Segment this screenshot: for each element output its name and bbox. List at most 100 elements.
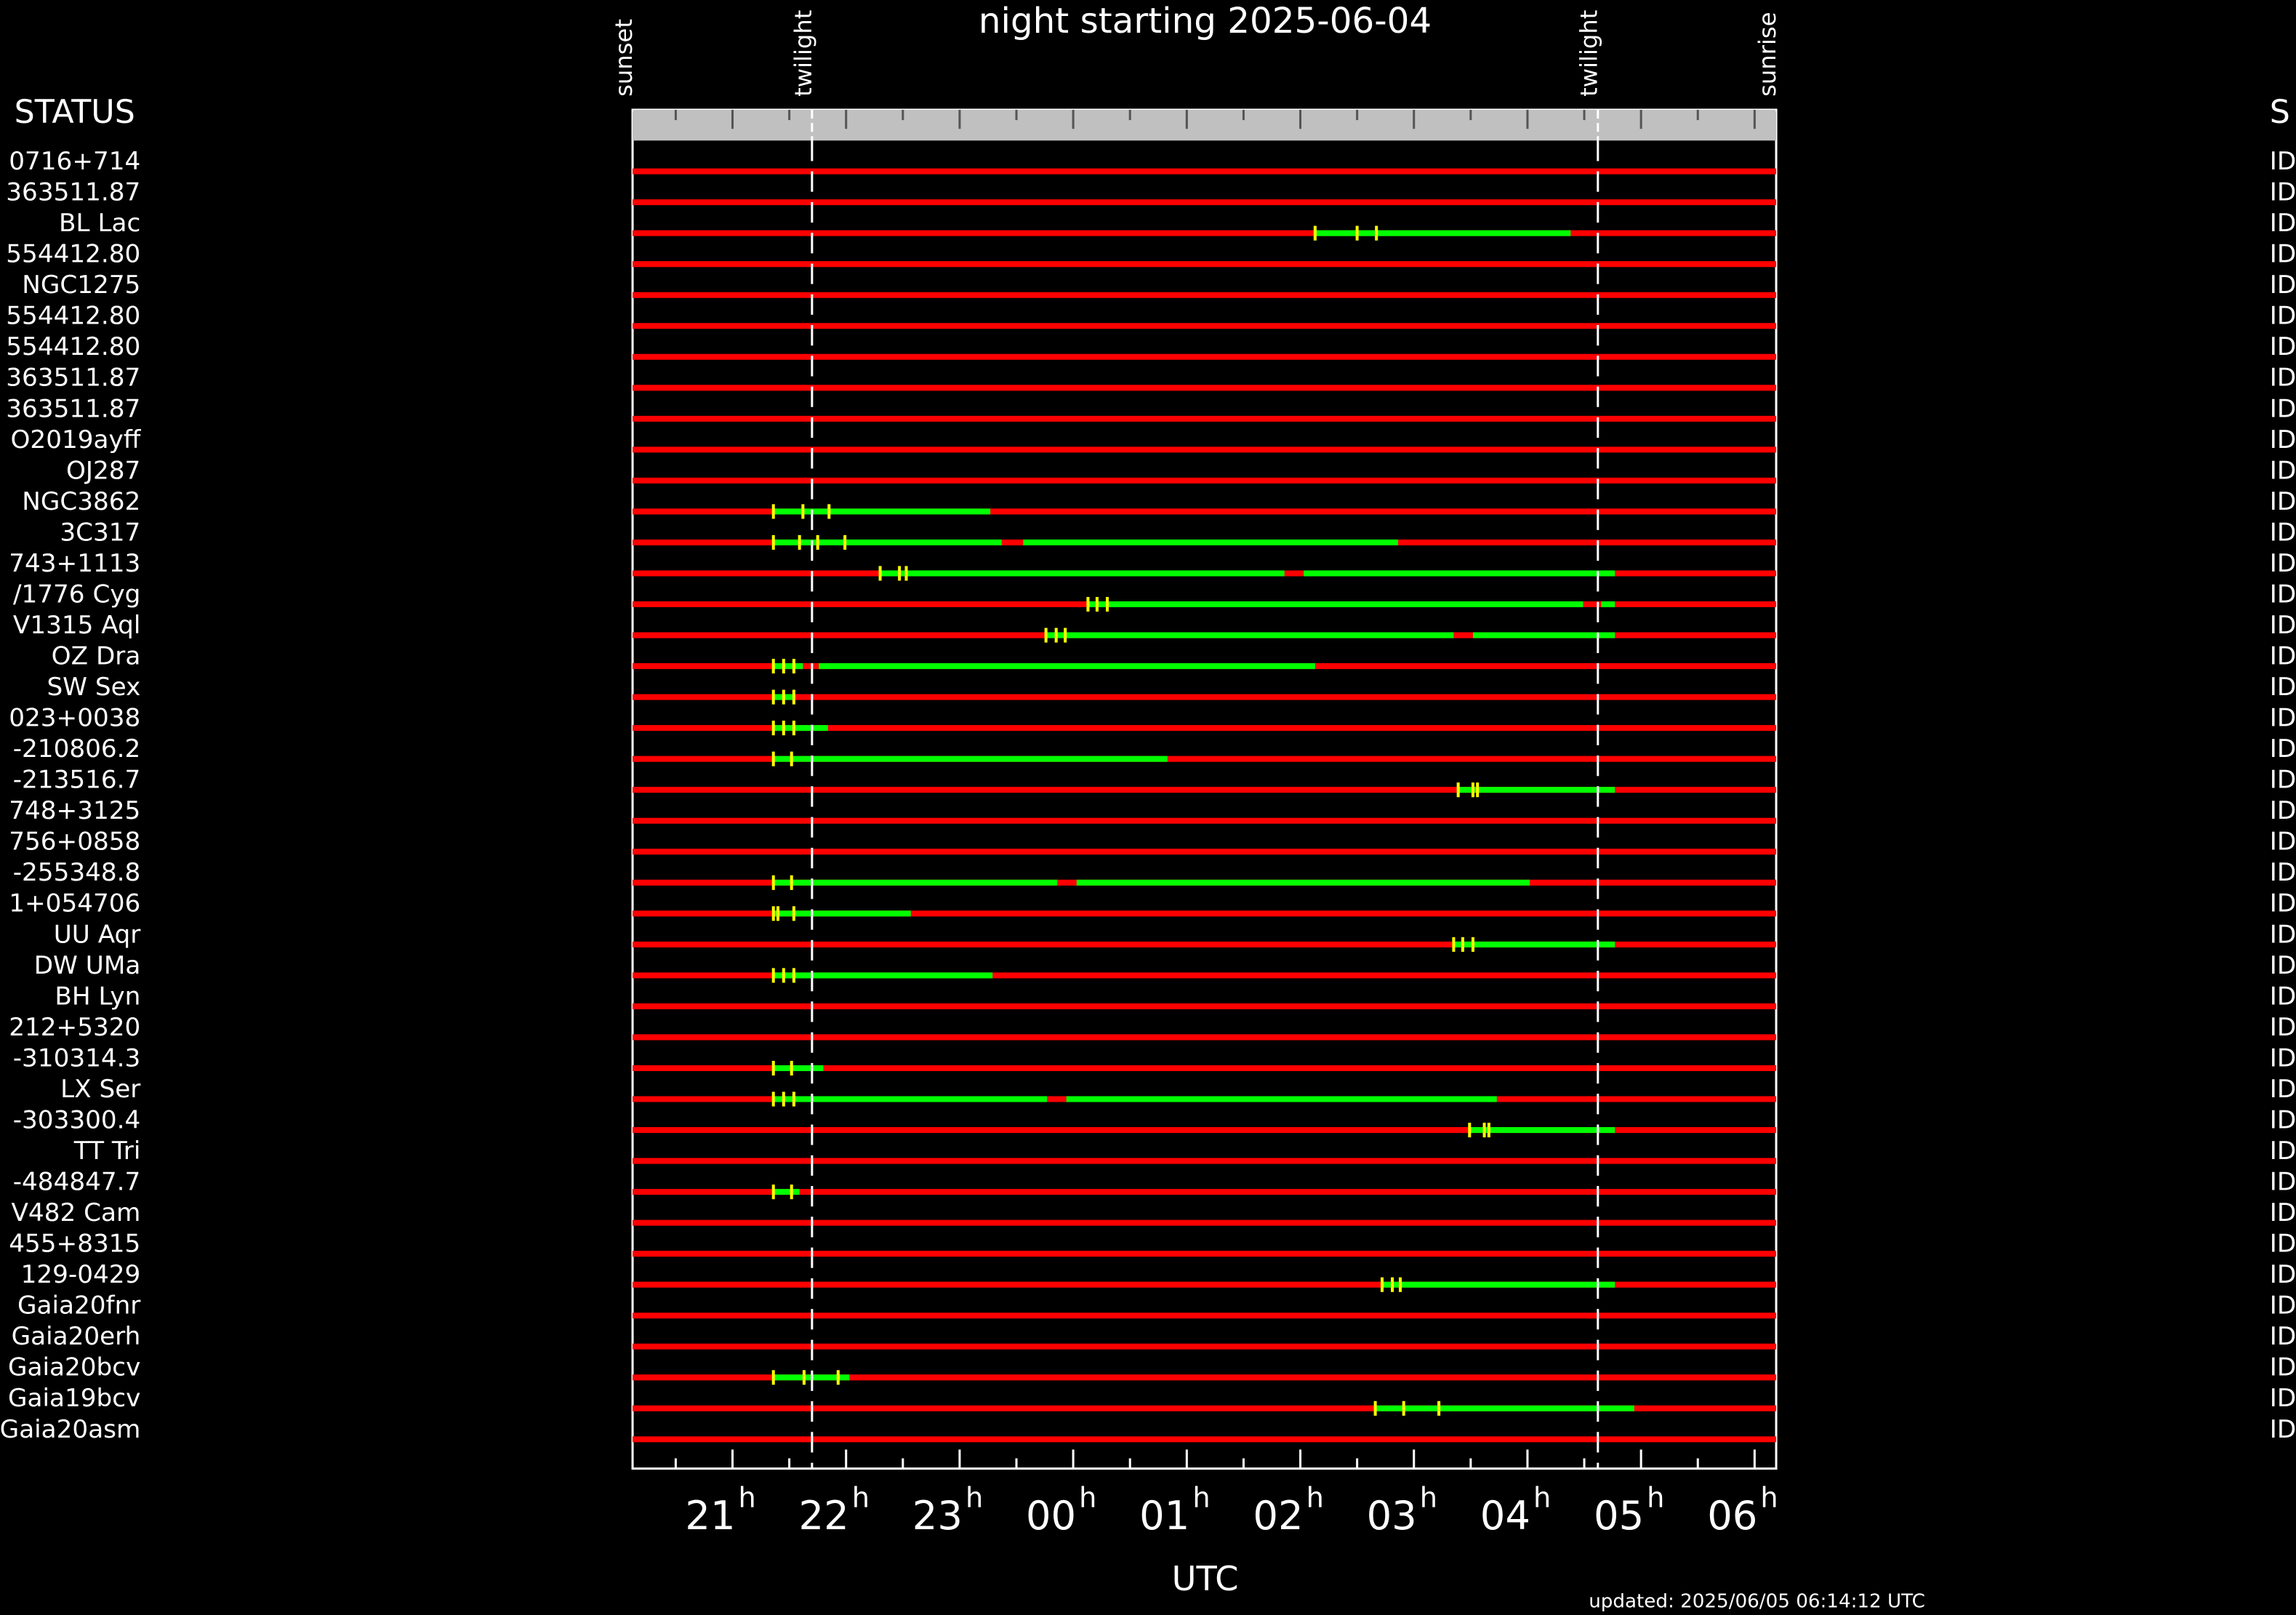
available-window bbox=[1469, 1127, 1615, 1134]
x-tick-label: 00 bbox=[1026, 1493, 1076, 1539]
marker bbox=[1482, 1122, 1486, 1138]
marker bbox=[1471, 937, 1474, 952]
row-status: ID bbox=[2270, 734, 2296, 764]
row-status: ID bbox=[2270, 920, 2296, 949]
available-window bbox=[1375, 1405, 1634, 1411]
row-name: 743+1113 bbox=[9, 549, 140, 578]
row-status: ID bbox=[2270, 951, 2296, 980]
row-name: BH Lyn bbox=[55, 982, 140, 1011]
marker bbox=[904, 566, 908, 581]
chart-title: night starting 2025-06-04 bbox=[979, 1, 1432, 41]
row-status: ID bbox=[2270, 147, 2296, 176]
marker bbox=[790, 1060, 793, 1076]
available-window bbox=[773, 1096, 1048, 1102]
marker bbox=[843, 534, 847, 550]
available-window bbox=[773, 756, 1168, 762]
x-tick-suffix: h bbox=[1760, 1481, 1778, 1514]
row-name: 554412.80 bbox=[6, 302, 140, 331]
x-tick-label: 23 bbox=[912, 1493, 963, 1539]
marker bbox=[898, 566, 902, 581]
marker bbox=[771, 504, 775, 519]
row-name: -255348.8 bbox=[13, 858, 141, 887]
marker bbox=[1380, 1277, 1384, 1292]
marker bbox=[792, 1091, 795, 1107]
x-tick-suffix: h bbox=[1420, 1481, 1437, 1514]
available-window bbox=[1601, 601, 1615, 608]
marker bbox=[1452, 937, 1456, 952]
marker bbox=[1476, 782, 1480, 798]
x-tick-label: 03 bbox=[1367, 1493, 1417, 1539]
row-name: 0716+714 bbox=[9, 147, 140, 176]
available-window bbox=[773, 663, 803, 670]
x-tick-label: 02 bbox=[1253, 1493, 1303, 1539]
row-name: LX Ser bbox=[60, 1075, 141, 1104]
row-name: 554412.80 bbox=[6, 332, 140, 361]
marker bbox=[1054, 628, 1058, 643]
marker bbox=[836, 1370, 840, 1385]
row-status: ID bbox=[2270, 456, 2296, 485]
row-status: ID bbox=[2270, 1322, 2296, 1351]
marker bbox=[827, 504, 831, 519]
row-name: Gaia20bcv bbox=[8, 1353, 140, 1382]
x-tick-label: 01 bbox=[1139, 1493, 1189, 1539]
row-status: ID bbox=[2270, 1291, 2296, 1321]
available-window bbox=[773, 725, 828, 732]
event-label: sunset bbox=[610, 19, 638, 97]
marker bbox=[1064, 628, 1067, 643]
row-name: 363511.87 bbox=[6, 364, 140, 393]
row-name: 748+3125 bbox=[9, 796, 140, 825]
time-band bbox=[633, 110, 1777, 141]
row-status: ID bbox=[2270, 240, 2296, 269]
marker bbox=[1355, 225, 1359, 241]
marker bbox=[1373, 1400, 1377, 1416]
row-name: NGC3862 bbox=[22, 487, 140, 516]
marker bbox=[782, 659, 785, 674]
row-status: ID bbox=[2270, 1075, 2296, 1104]
row-status: ID bbox=[2270, 889, 2296, 918]
row-status: ID bbox=[2270, 766, 2296, 795]
marker bbox=[776, 906, 780, 921]
row-name: -303300.4 bbox=[13, 1105, 141, 1134]
x-tick-suffix: h bbox=[1533, 1481, 1551, 1514]
marker bbox=[1398, 1277, 1402, 1292]
marker bbox=[771, 1370, 775, 1385]
row-name: 212+5320 bbox=[9, 1013, 140, 1042]
event-label: sunrise bbox=[1754, 12, 1781, 96]
marker bbox=[1402, 1400, 1405, 1416]
row-name: 455+8315 bbox=[9, 1230, 140, 1259]
available-window bbox=[773, 539, 1002, 545]
row-status: ID bbox=[2270, 364, 2296, 393]
marker bbox=[1375, 225, 1378, 241]
x-tick-label: 05 bbox=[1594, 1493, 1644, 1539]
row-status: ID bbox=[2270, 827, 2296, 857]
row-status: ID bbox=[2270, 1230, 2296, 1259]
row-status: ID bbox=[2270, 1043, 2296, 1073]
marker bbox=[782, 721, 785, 736]
marker bbox=[1456, 782, 1460, 798]
row-name: 363511.87 bbox=[6, 178, 140, 207]
marker bbox=[771, 906, 775, 921]
row-name: -210806.2 bbox=[13, 734, 141, 764]
row-status: ID bbox=[2270, 270, 2296, 300]
row-status: ID bbox=[2270, 209, 2296, 238]
x-tick-suffix: h bbox=[966, 1481, 983, 1514]
row-status: ID bbox=[2270, 704, 2296, 733]
marker bbox=[782, 968, 785, 983]
row-name: OJ287 bbox=[66, 456, 140, 485]
available-window bbox=[773, 972, 993, 979]
available-window bbox=[880, 570, 1285, 577]
row-status: ID bbox=[2270, 796, 2296, 825]
marker bbox=[790, 1185, 793, 1200]
updated-note: updated: 2025/06/05 06:14:12 UTC bbox=[1589, 1590, 1925, 1612]
event-label: twilight bbox=[790, 10, 817, 97]
row-status: ID bbox=[2270, 178, 2296, 207]
row-name: -484847.7 bbox=[13, 1168, 141, 1197]
marker bbox=[771, 1091, 775, 1107]
marker bbox=[878, 566, 882, 581]
row-name: Gaia20fnr bbox=[17, 1291, 141, 1321]
x-tick-label: 04 bbox=[1480, 1493, 1530, 1539]
row-status: ID bbox=[2270, 1415, 2296, 1444]
marker bbox=[790, 751, 793, 766]
row-name: NGC1275 bbox=[22, 270, 140, 300]
